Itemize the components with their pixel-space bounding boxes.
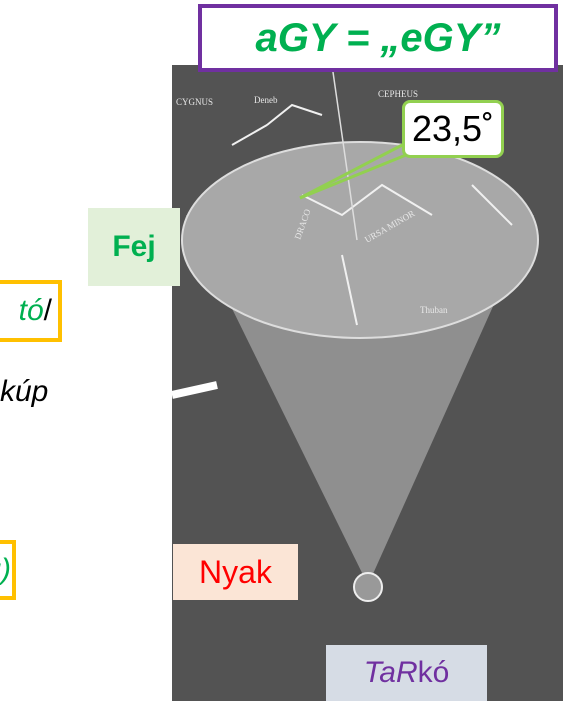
photo-label: CEPHEUS bbox=[378, 89, 418, 99]
fragment-text: / bbox=[43, 294, 52, 327]
tarko-part: kó bbox=[417, 656, 450, 689]
tarko-label: TaR kó bbox=[326, 645, 487, 701]
photo-label: Deneb bbox=[254, 95, 278, 105]
fragment-text: tó bbox=[18, 294, 44, 327]
constellation-lines bbox=[231, 103, 513, 326]
callout-line bbox=[299, 153, 407, 200]
fragment-box: g) bbox=[0, 540, 16, 600]
fragment-text: kúp bbox=[0, 375, 49, 408]
photo-label: Thuban bbox=[420, 305, 448, 315]
arrow bbox=[172, 381, 218, 399]
photo-label: CYGNUS bbox=[176, 97, 213, 107]
callout-line bbox=[299, 140, 409, 200]
nyak-label: Nyak bbox=[173, 544, 298, 600]
angle-label: 23,5˚ bbox=[402, 100, 504, 158]
title: aGY = „eGY” bbox=[198, 4, 558, 72]
fej-label: Fej bbox=[88, 208, 180, 286]
earth bbox=[353, 572, 383, 602]
tarko-part: TaR bbox=[363, 656, 418, 689]
cone-top bbox=[181, 141, 539, 339]
axis-line bbox=[331, 65, 358, 241]
fragment-text: g) bbox=[0, 553, 11, 586]
fragment-box: tó / bbox=[0, 280, 62, 342]
